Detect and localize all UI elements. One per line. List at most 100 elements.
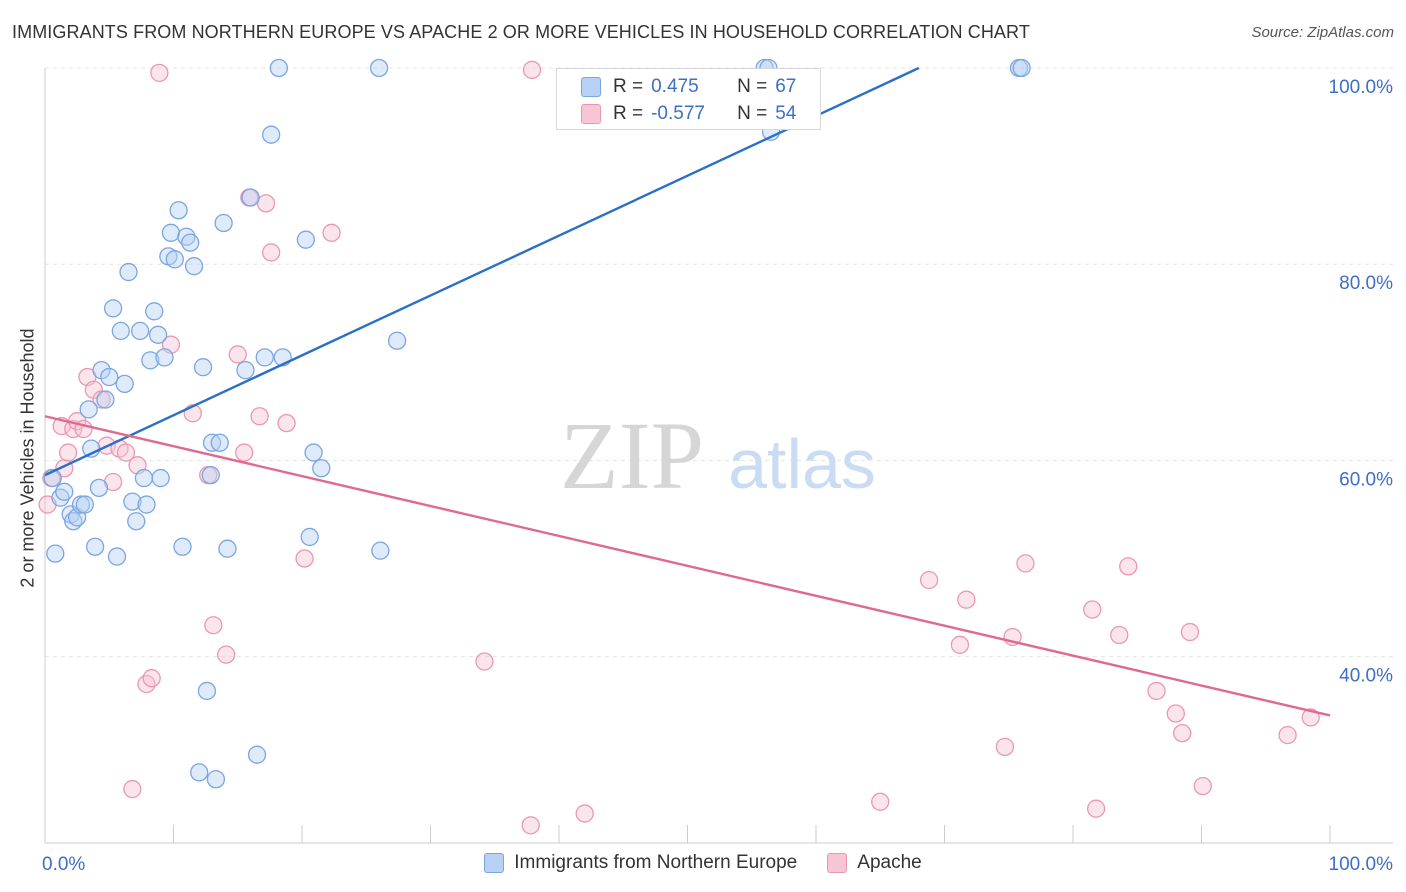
point-northern-europe	[134, 468, 154, 488]
y-tick-label: 100.0%	[1329, 77, 1394, 98]
point-northern-europe	[169, 201, 188, 220]
point-northern-europe	[165, 250, 184, 269]
point-northern-europe	[107, 547, 127, 566]
point-apache	[228, 345, 247, 364]
point-apache	[137, 674, 156, 694]
y-tick-label: 40.0%	[1339, 666, 1393, 687]
stats-r-value: -0.577	[651, 103, 705, 124]
point-northern-europe	[155, 348, 174, 367]
point-apache	[871, 792, 890, 811]
point-northern-europe	[55, 482, 74, 501]
point-northern-europe	[96, 390, 115, 409]
point-northern-europe	[173, 537, 192, 556]
point-northern-europe	[103, 299, 123, 318]
point-northern-europe	[161, 223, 181, 242]
tick-labels: 40.0% 60.0% 80.0% 100.0% 0.0% 100.0%	[42, 77, 1393, 875]
point-apache	[1110, 625, 1129, 645]
point-apache	[250, 407, 269, 426]
axes	[44, 68, 1393, 844]
point-apache	[1086, 799, 1106, 818]
point-northern-europe	[151, 468, 170, 488]
point-apache	[475, 652, 494, 671]
point-northern-europe	[201, 465, 220, 485]
point-northern-europe	[206, 770, 226, 789]
point-northern-europe	[269, 58, 289, 78]
point-northern-europe	[181, 233, 200, 252]
point-apache	[116, 443, 136, 462]
legend-label: Apache	[857, 852, 922, 873]
legend-label: Immigrants from Northern Europe	[514, 852, 798, 873]
point-apache	[1016, 554, 1035, 573]
point-northern-europe	[371, 541, 390, 560]
point-northern-europe	[130, 321, 150, 341]
point-northern-europe	[89, 478, 109, 498]
point-northern-europe	[202, 433, 222, 452]
point-apache	[277, 413, 296, 433]
x-tick-label: 100.0%	[1329, 854, 1394, 875]
trend-line-northern-europe	[44, 66, 920, 477]
trend-line-apache	[44, 415, 1331, 717]
watermark-zip: ZIP	[560, 402, 704, 509]
point-northern-europe	[100, 367, 119, 387]
point-apache	[919, 570, 939, 590]
point-apache	[1119, 557, 1138, 576]
point-northern-europe	[193, 358, 213, 377]
point-northern-europe	[148, 325, 168, 344]
point-apache	[950, 635, 970, 654]
watermark: ZIP atlas	[560, 402, 876, 509]
y-axis-label: 2 or more Vehicles in Household	[17, 328, 38, 588]
stats-r-value: 0.475	[651, 76, 699, 97]
stats-legend: R = 0.475 N = 67 R = -0.577 N = 54	[556, 68, 821, 130]
point-northern-europe	[141, 351, 160, 370]
point-apache	[84, 380, 103, 399]
stats-n-value: 67	[775, 76, 797, 97]
source-label: Source: ZipAtlas.com	[1251, 24, 1394, 41]
legend-item-apache[interactable]: Apache	[827, 852, 922, 874]
point-northern-europe	[119, 262, 138, 282]
point-northern-europe	[123, 492, 142, 511]
stats-n-value: 54	[775, 103, 797, 124]
bottom-legend: Immigrants from Northern Europe Apache	[0, 852, 1406, 874]
point-northern-europe	[247, 745, 267, 764]
point-apache	[1173, 723, 1192, 743]
point-apache	[322, 223, 341, 242]
stats-n-label: N =	[737, 103, 768, 124]
point-northern-europe	[137, 495, 156, 514]
point-northern-europe	[46, 544, 65, 563]
series-northern-europe	[43, 58, 1031, 789]
point-apache	[522, 60, 542, 80]
y-tick-label: 60.0%	[1339, 469, 1393, 490]
point-apache	[204, 616, 223, 635]
point-northern-europe	[79, 400, 98, 419]
point-apache	[1147, 681, 1166, 701]
stats-row-pink: R = -0.577 N = 54	[581, 101, 796, 127]
point-apache	[1193, 776, 1212, 796]
point-apache	[957, 590, 976, 609]
legend-item-northern-europe[interactable]: Immigrants from Northern Europe	[484, 852, 797, 874]
point-apache	[123, 779, 142, 799]
stats-r-label: R =	[613, 76, 644, 97]
legend-swatch-pink	[827, 853, 848, 873]
point-northern-europe	[111, 321, 130, 341]
point-northern-europe	[210, 433, 229, 452]
point-northern-europe	[387, 331, 407, 350]
point-apache	[1278, 725, 1297, 745]
point-apache	[92, 390, 111, 409]
trend-lines	[44, 66, 1331, 717]
stats-row-blue: R = 0.475 N = 67	[581, 74, 796, 100]
point-northern-europe	[296, 230, 316, 249]
point-northern-europe	[127, 512, 146, 531]
point-northern-europe	[115, 374, 134, 394]
stats-n-label: N =	[737, 76, 768, 97]
point-apache	[1166, 704, 1185, 723]
point-northern-europe	[145, 302, 164, 321]
point-apache	[150, 63, 169, 83]
point-northern-europe	[197, 681, 217, 701]
point-northern-europe	[312, 459, 331, 478]
x-tick-label: 0.0%	[42, 854, 85, 875]
point-apache	[1180, 622, 1200, 642]
point-northern-europe	[236, 361, 255, 380]
series-apache	[38, 60, 1320, 835]
point-northern-europe	[218, 539, 237, 558]
